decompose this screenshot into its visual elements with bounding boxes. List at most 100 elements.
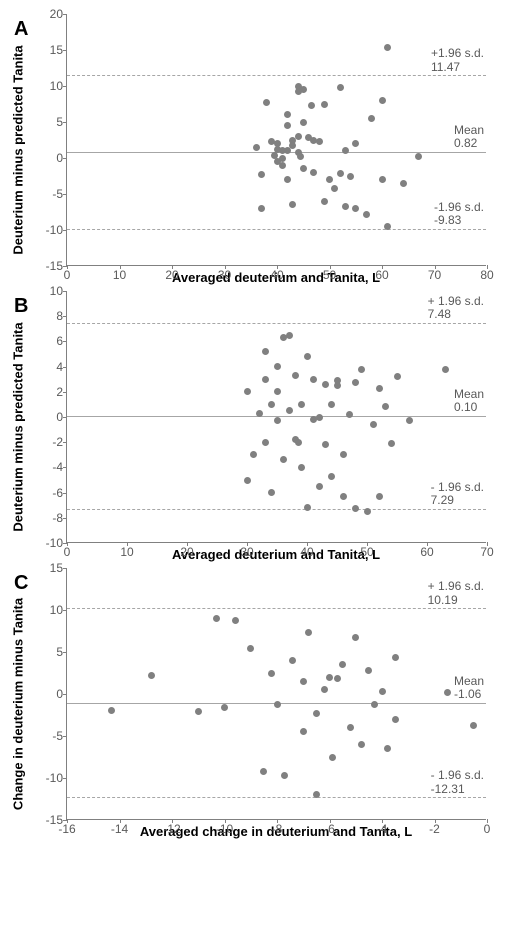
data-point bbox=[268, 670, 275, 677]
data-point bbox=[262, 376, 269, 383]
y-tick bbox=[63, 610, 67, 611]
data-point bbox=[340, 493, 347, 500]
y-tick bbox=[63, 14, 67, 15]
sd-line bbox=[67, 509, 486, 510]
y-tick-label: -5 bbox=[52, 187, 63, 201]
x-tick-label: 70 bbox=[428, 268, 441, 282]
y-tick-label: 10 bbox=[50, 603, 63, 617]
data-point bbox=[305, 629, 312, 636]
panel-label: B bbox=[14, 295, 28, 318]
data-point bbox=[289, 657, 296, 664]
data-point bbox=[300, 165, 307, 172]
data-point bbox=[364, 508, 371, 515]
data-point bbox=[346, 411, 353, 418]
ref-line-label: - 1.96 s.d.-12.31 bbox=[431, 769, 484, 795]
data-point bbox=[368, 115, 375, 122]
data-point bbox=[352, 505, 359, 512]
y-tick bbox=[63, 50, 67, 51]
data-point bbox=[300, 728, 307, 735]
data-point bbox=[326, 674, 333, 681]
data-point bbox=[298, 401, 305, 408]
data-point bbox=[313, 710, 320, 717]
plot-area: -10-8-6-4-20246810010203040506070+ 1.96 … bbox=[66, 291, 486, 543]
y-tick bbox=[63, 392, 67, 393]
data-point bbox=[376, 493, 383, 500]
y-tick bbox=[63, 86, 67, 87]
data-point bbox=[310, 169, 317, 176]
data-point bbox=[284, 111, 291, 118]
x-tick-label: 40 bbox=[270, 268, 283, 282]
y-tick bbox=[63, 291, 67, 292]
data-point bbox=[289, 201, 296, 208]
x-tick-label: 20 bbox=[180, 545, 193, 559]
y-tick bbox=[63, 518, 67, 519]
y-tick bbox=[63, 316, 67, 317]
data-point bbox=[256, 410, 263, 417]
data-point bbox=[370, 421, 377, 428]
y-tick-label: 10 bbox=[50, 79, 63, 93]
ref-line-label: - 1.96 s.d.7.29 bbox=[431, 481, 484, 507]
ref-line-label: -1.96 s.d.-9.83 bbox=[434, 201, 484, 227]
data-point bbox=[295, 133, 302, 140]
y-tick-label: 4 bbox=[56, 360, 63, 374]
data-point bbox=[258, 205, 265, 212]
x-tick-label: -4 bbox=[377, 822, 388, 836]
y-tick bbox=[63, 442, 67, 443]
data-point bbox=[376, 385, 383, 392]
y-tick bbox=[63, 341, 67, 342]
sd-line bbox=[67, 797, 486, 798]
data-point bbox=[442, 366, 449, 373]
data-point bbox=[304, 353, 311, 360]
data-point bbox=[286, 407, 293, 414]
y-tick-label: 0 bbox=[56, 687, 63, 701]
y-tick bbox=[63, 122, 67, 123]
data-point bbox=[322, 381, 329, 388]
data-point bbox=[262, 348, 269, 355]
y-axis-title: Deuterium minus predicted Tanita bbox=[11, 45, 26, 254]
data-point bbox=[347, 724, 354, 731]
data-point bbox=[274, 388, 281, 395]
y-tick-label: -10 bbox=[46, 771, 63, 785]
panel-c: CChange in deuterium minus Tanita-15-10-… bbox=[8, 568, 500, 839]
x-tick-label: -12 bbox=[163, 822, 180, 836]
y-tick-label: 0 bbox=[56, 410, 63, 424]
data-point bbox=[329, 754, 336, 761]
data-point bbox=[308, 102, 315, 109]
x-tick-label: 0 bbox=[64, 545, 71, 559]
data-point bbox=[352, 379, 359, 386]
data-point bbox=[295, 439, 302, 446]
data-point bbox=[363, 211, 370, 218]
data-point bbox=[253, 144, 260, 151]
y-tick bbox=[63, 493, 67, 494]
x-tick-label: 50 bbox=[360, 545, 373, 559]
x-tick-label: -6 bbox=[324, 822, 335, 836]
y-tick-label: 0 bbox=[56, 151, 63, 165]
data-point bbox=[280, 456, 287, 463]
ref-line-label: Mean0.10 bbox=[454, 388, 484, 414]
ref-line-label: Mean0.82 bbox=[454, 124, 484, 150]
sd-line bbox=[67, 323, 486, 324]
data-point bbox=[232, 617, 239, 624]
x-tick-label: 60 bbox=[420, 545, 433, 559]
data-point bbox=[334, 675, 341, 682]
y-tick-label: -4 bbox=[52, 460, 63, 474]
data-point bbox=[300, 678, 307, 685]
x-tick-label: 30 bbox=[240, 545, 253, 559]
data-point bbox=[339, 661, 346, 668]
ref-line-label: + 1.96 s.d.10.19 bbox=[428, 580, 484, 606]
y-tick-label: 8 bbox=[56, 309, 63, 323]
y-tick-label: 2 bbox=[56, 385, 63, 399]
data-point bbox=[292, 372, 299, 379]
data-point bbox=[352, 634, 359, 641]
y-tick-label: 20 bbox=[50, 7, 63, 21]
ref-line-label: + 1.96 s.d.7.48 bbox=[428, 295, 484, 321]
data-point bbox=[284, 122, 291, 129]
y-tick bbox=[63, 230, 67, 231]
x-tick-label: 10 bbox=[120, 545, 133, 559]
data-point bbox=[279, 162, 286, 169]
data-point bbox=[300, 119, 307, 126]
y-tick-label: -2 bbox=[52, 435, 63, 449]
data-point bbox=[274, 417, 281, 424]
data-point bbox=[365, 667, 372, 674]
y-tick bbox=[63, 367, 67, 368]
